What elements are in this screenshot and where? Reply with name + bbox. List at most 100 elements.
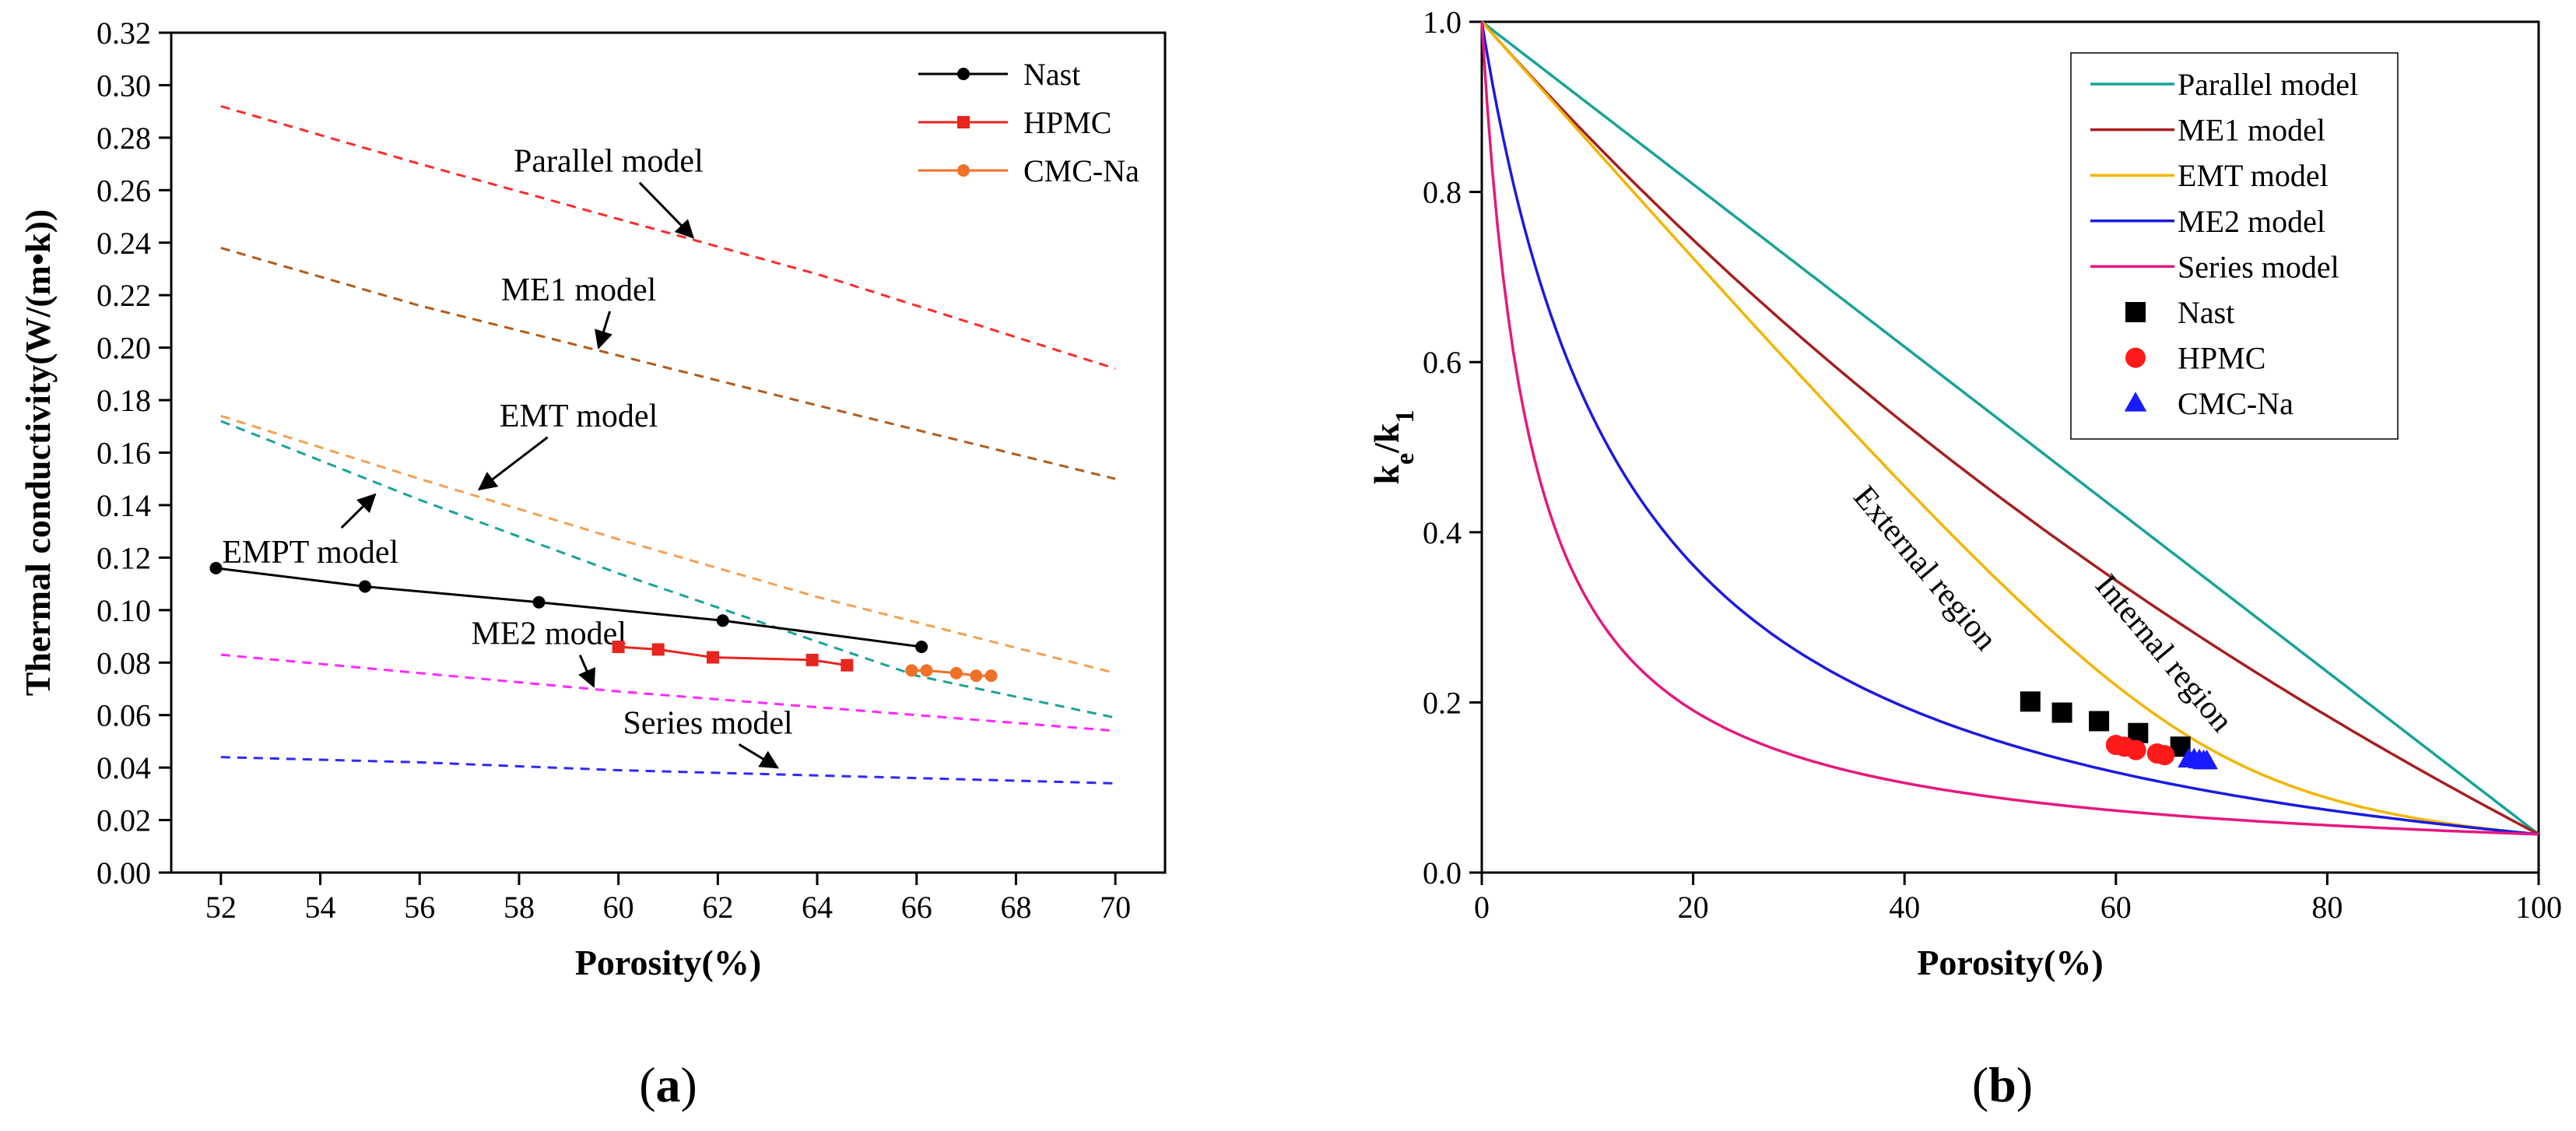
data-point-hpmc: [841, 659, 854, 672]
y-tick-label-a: 0.20: [97, 331, 151, 366]
legend-label-hpmc: HPMC: [1023, 105, 1111, 140]
y-tick-label-b: 0.6: [1423, 345, 1462, 380]
y-tick-label-b: 0.2: [1423, 685, 1462, 720]
annotation-me2-model: ME2 model: [472, 616, 626, 652]
x-tick-label-b: 60: [2100, 890, 2132, 925]
y-tick-label-a: 0.28: [97, 121, 151, 156]
annotation-series-model: Series model: [623, 705, 793, 741]
legend-label-me2-model: ME2 model: [2178, 204, 2325, 239]
annotation-arrow-parallel-model: [638, 181, 695, 239]
data-point-hpmc: [706, 651, 719, 664]
legend-label-parallel-model: Parallel model: [2178, 67, 2358, 102]
chart-b: 0 20 40 60 80 100 0.0 0.2 0.4 0.6 0.8 1.0 Porosity(%…: [1367, 5, 2562, 1112]
annotation-arrow-series-model: [738, 743, 780, 769]
legend-label-cmc-na: CMC-Na: [1023, 153, 1139, 188]
y-tick-label-a: 0.12: [97, 540, 151, 575]
y-axis-title-b-k: k: [1367, 465, 1406, 485]
y-axis-title-b: ke/k1: [1367, 409, 1420, 484]
y-tick-label-a: 0.10: [97, 593, 151, 628]
x-tick-label-a: 58: [504, 890, 535, 925]
x-tick-label-a: 68: [1000, 890, 1031, 925]
data-point-nast: [359, 580, 372, 593]
legend-marker-hpmc: [957, 116, 970, 128]
annotation-me1-model: ME1 model: [501, 272, 656, 308]
data-point-nast: [2089, 711, 2110, 732]
annotation-arrow-me1-model: [595, 311, 612, 349]
data-point-hpmc: [612, 641, 625, 654]
y-tick-label-a: 0.18: [97, 383, 151, 418]
data-point-cmc-na: [970, 669, 983, 683]
data-point-cmc-na: [905, 664, 918, 677]
annotation-parallel-model: Parallel model: [514, 144, 704, 180]
caption-b-close: ): [2016, 1057, 2033, 1112]
annotation-arrow-me2-model: [578, 655, 596, 688]
data-point-cmc-na: [920, 664, 933, 677]
x-tick-label-a: 52: [205, 890, 237, 925]
data-point-cmc-na: [2195, 749, 2218, 770]
y-tick-label-a: 0.14: [97, 488, 151, 523]
legend-label-emt-model: EMT model: [2178, 158, 2329, 193]
annotation-arrow-empt-model: [340, 493, 377, 529]
y-tick-label-a: 0.04: [97, 750, 151, 785]
model-curve-me2-model: [1480, 21, 2539, 836]
annotation-arrow-emt-model: [477, 436, 549, 491]
x-axis-title-b: Porosity(%): [1917, 943, 2103, 982]
y-tick-label-b: 0.8: [1423, 175, 1462, 210]
legend-label-cmc-na: CMC-Na: [2178, 386, 2293, 421]
y-tick-label-a: 0.00: [97, 855, 151, 890]
caption-a-letter: a: [656, 1057, 681, 1112]
model-curve-me2-model: [220, 653, 1116, 732]
plot-frame-b: [1480, 20, 2540, 874]
data-point-nast: [716, 614, 729, 627]
legend-frame-b: [2070, 52, 2399, 440]
y-tick-label-b: 1.0: [1423, 5, 1462, 40]
y-axis-title-b-mid: /k: [1367, 423, 1406, 454]
legend-label-nast: Nast: [1023, 57, 1080, 92]
y-tick-label-a: 0.30: [97, 68, 151, 103]
legend-marker-cmc-na: [2124, 392, 2147, 412]
y-tick-label-a: 0.22: [97, 278, 151, 313]
caption-a-open: (: [639, 1057, 655, 1112]
legend-label-series-model: Series model: [2178, 249, 2339, 284]
data-point-nast: [915, 641, 928, 654]
y-tick-label-a: 0.26: [97, 173, 151, 208]
caption-a: (a): [639, 1057, 697, 1112]
x-tick-label-b: 0: [1474, 890, 1490, 925]
model-curve-me1-model: [1480, 20, 2539, 836]
x-tick-label-a: 70: [1100, 890, 1131, 925]
data-point-nast: [209, 561, 223, 574]
y-axis-title-a: Thermal conductivity(W/(m•k)): [18, 209, 58, 697]
x-tick-label-a: 62: [702, 890, 733, 925]
caption-b-letter: b: [1988, 1057, 2016, 1112]
annotation-emt-model: EMT model: [500, 399, 658, 434]
x-tick-label-b: 100: [2515, 890, 2562, 925]
y-tick-label-a: 0.16: [97, 436, 151, 471]
legend-marker-hpmc: [2125, 347, 2146, 368]
data-point-nast: [532, 595, 546, 609]
y-tick-label-a: 0.08: [97, 645, 151, 680]
legend-marker-nast: [2125, 302, 2146, 322]
x-tick-label-b: 20: [1678, 890, 1709, 925]
legend-marker-cmc-na: [957, 164, 970, 177]
data-point-hpmc: [2154, 745, 2175, 766]
model-curve-series-model: [220, 756, 1116, 785]
y-tick-label-a: 0.06: [97, 698, 151, 733]
model-curve-parallel-model: [220, 104, 1116, 371]
data-point-cmc-na: [984, 669, 998, 683]
caption-b-open: (: [1972, 1057, 1988, 1112]
model-curve-empt-model: [220, 420, 1116, 719]
y-tick-label-a: 0.02: [97, 803, 151, 838]
y-tick-label-a: 0.24: [97, 226, 151, 261]
caption-a-close: ): [681, 1057, 697, 1112]
y-tick-label-b: 0.4: [1423, 515, 1462, 550]
y-tick-label-b: 0.0: [1423, 855, 1462, 890]
y-tick-label-a: 0.32: [97, 16, 151, 51]
x-tick-label-a: 54: [305, 890, 336, 925]
data-point-hpmc: [651, 643, 665, 656]
data-point-nast: [2051, 702, 2072, 723]
y-axis-title-b-sub-e: e: [1391, 453, 1420, 465]
caption-b: (b): [1972, 1057, 2033, 1112]
legend-marker-nast: [957, 68, 970, 80]
y-axis-title-b-sub-1: 1: [1391, 409, 1420, 423]
